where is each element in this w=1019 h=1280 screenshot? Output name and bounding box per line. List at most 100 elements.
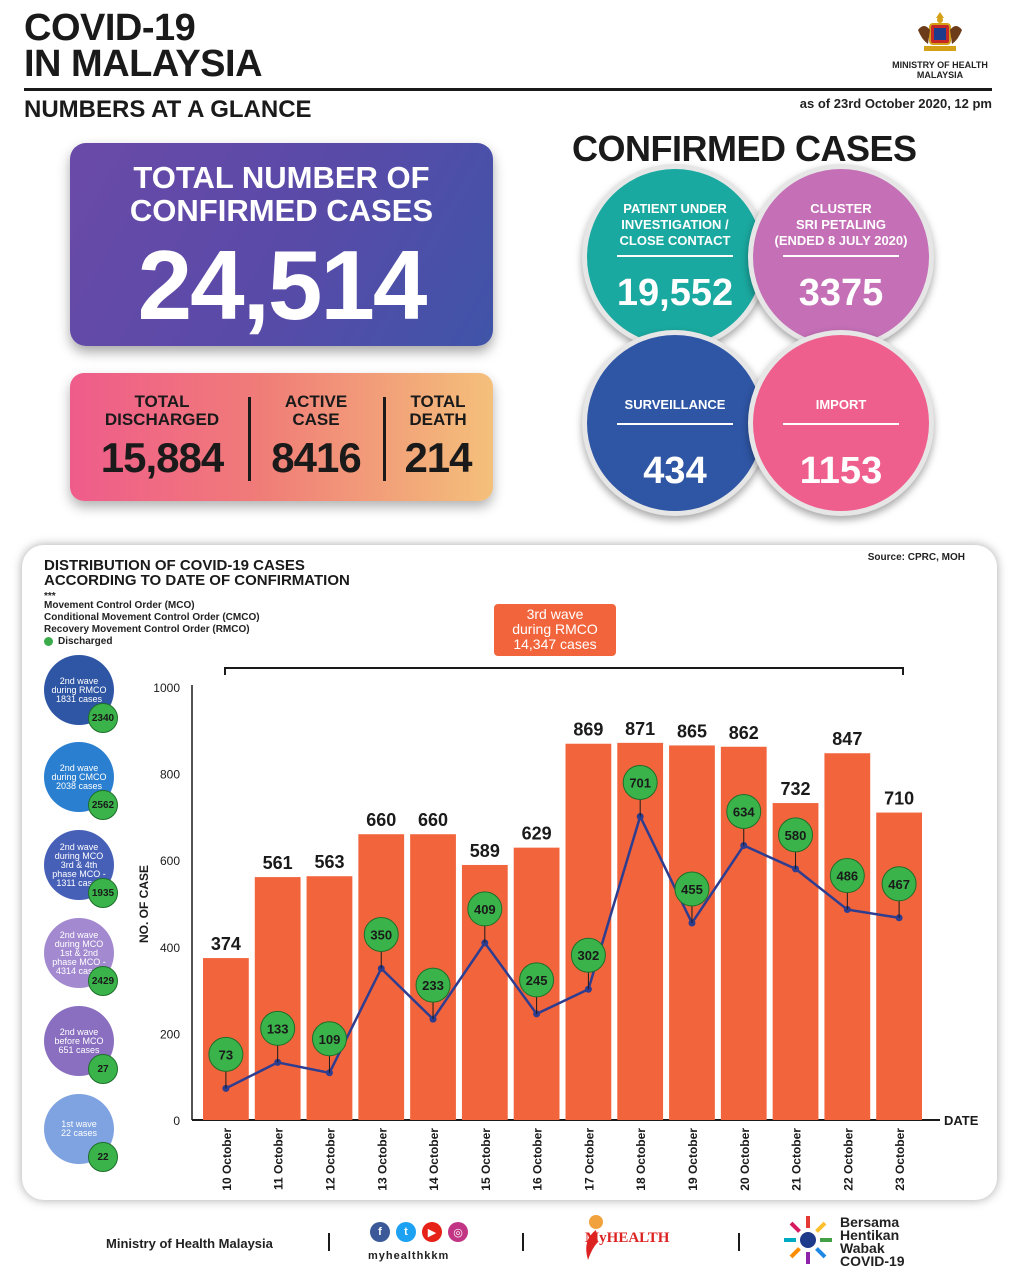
wave-label-line: 1st wave	[61, 1119, 97, 1129]
active-label-2: CASE	[292, 410, 340, 429]
social-handle[interactable]: myhealthkkm	[368, 1250, 450, 1262]
stat-divider	[248, 397, 251, 481]
bar	[254, 877, 301, 1120]
wave-label: 2nd wave during CMCO 2038 cases	[51, 762, 106, 791]
discharged-marker	[726, 793, 762, 829]
wave-label-line: 4314 cases	[55, 965, 103, 976]
discharged-marker	[363, 916, 399, 952]
cluster-label-2: SRI PETALING	[795, 217, 887, 232]
discharged-marker	[829, 858, 865, 894]
death-label-2: DEATH	[409, 410, 467, 429]
discharged-marker	[881, 866, 917, 902]
wave-label-line: phase MCO -	[52, 868, 106, 879]
wave-label-line: 3rd & 4th	[60, 859, 98, 870]
surveillance-label: SURVEILLANCE	[624, 397, 726, 412]
cluster-value: 3375	[798, 272, 884, 314]
wave-label-line: phase MCO -	[52, 956, 106, 967]
discharged-line	[225, 813, 900, 1090]
legend-discharged-label: Discharged	[58, 636, 113, 647]
page-title: COVID-19 IN MALAYSIA	[24, 7, 263, 85]
bar-value-label: 871	[625, 719, 655, 739]
legend-cmco: Conditional Movement Control Order (CMCO…	[44, 612, 260, 623]
bar	[565, 743, 612, 1120]
wave-discharged-badge: 2340	[88, 703, 118, 733]
x-tick-label: 23 October	[893, 1128, 907, 1191]
footer-divider	[522, 1233, 524, 1251]
wave-label: 2nd wave during MCO 3rd & 4th phase MCO -13…	[52, 841, 106, 888]
stat-divider	[383, 397, 386, 481]
discharged-value-label: 486	[836, 869, 858, 884]
wave-discharged-badge: 2562	[88, 790, 118, 820]
third-wave-annotation: 3rd wave during RMCO 14,347 cases	[494, 604, 616, 656]
discharged-stat: TOTAL DISCHARGED 15,884	[82, 393, 242, 481]
discharged-marker	[778, 817, 814, 853]
pui-value: 19,552	[616, 272, 734, 314]
pui-label-1: PATIENT UNDER	[623, 201, 727, 216]
wave-discharged-badge: 2429	[88, 966, 118, 996]
cluster-circle: CLUSTER SRI PETALING (ENDED 8 JULY 2020)…	[748, 164, 934, 350]
discharged-marker	[311, 1021, 347, 1057]
bar-value-label: 660	[366, 810, 396, 830]
cluster-label: CLUSTER SRI PETALING (ENDED 8 JULY 2020)	[763, 201, 919, 249]
facebook-icon[interactable]: f	[370, 1222, 390, 1242]
chart-title-line-2: ACCORDING TO DATE OF CONFIRMATION	[44, 572, 350, 589]
discharged-value-label: 109	[319, 1032, 341, 1047]
discharged-value-label: 409	[474, 902, 496, 917]
x-tick-label: 19 October	[686, 1128, 700, 1191]
wave-label-line: 2nd wave	[59, 841, 99, 852]
x-tick-label: 17 October	[582, 1128, 596, 1191]
wave-label-line: 651 cases	[58, 1044, 100, 1055]
wave-label-line: 2nd wave	[59, 762, 99, 773]
x-tick-label: 14 October	[427, 1128, 441, 1191]
cluster-divider	[783, 255, 899, 257]
youtube-icon[interactable]: ▶	[422, 1222, 442, 1242]
ministry-line-1: MINISTRY OF HEALTH	[892, 60, 988, 70]
bersama-logo-icon	[784, 1216, 832, 1264]
title-line-1: COVID-19	[24, 7, 196, 49]
cluster-label-1: CLUSTER	[810, 201, 872, 216]
active-value: 8416	[271, 434, 361, 481]
bar-value-label: 561	[263, 853, 293, 873]
wave-label-line: 1st & 2nd	[59, 947, 99, 958]
bar-value-label: 629	[522, 824, 552, 844]
wave-label-line: during MCO	[54, 850, 104, 861]
discharged-value-label: 233	[422, 978, 444, 993]
y-axis-label: NO. OF CASE	[137, 865, 151, 943]
active-stat: ACTIVE CASE 8416	[254, 393, 378, 481]
wave-label-line: 2nd wave	[59, 675, 99, 686]
myhealth-logo-icon	[586, 1215, 603, 1260]
wave-label-line: before MCO	[54, 1035, 104, 1046]
as-of-timestamp: as of 23rd October 2020, 12 pm	[799, 96, 992, 111]
bar	[669, 745, 715, 1120]
discharged-value-label: 455	[681, 882, 703, 897]
discharged-marker	[570, 937, 606, 973]
discharged-value-label: 133	[267, 1021, 289, 1036]
death-value: 214	[404, 434, 472, 481]
discharged-value-label: 245	[526, 973, 548, 988]
import-circle: IMPORT 1153	[748, 330, 934, 516]
y-tick-label: 1000	[153, 681, 180, 695]
x-tick-label: 11 October	[272, 1128, 286, 1190]
bar-value-label: 847	[832, 729, 862, 749]
wave-label-line: 2nd wave	[59, 1026, 99, 1037]
twitter-icon[interactable]: t	[396, 1222, 416, 1242]
x-tick-label: 13 October	[375, 1128, 389, 1191]
pui-label-2: INVESTIGATION /	[621, 217, 729, 232]
wave-label-line: 1311 cases	[56, 877, 102, 888]
ministry-logo-block: MINISTRY OF HEALTH MALAYSIA	[880, 10, 1000, 80]
title-line-2: IN MALAYSIA	[24, 43, 263, 85]
wave-label: 2nd wave during RMCO 1831 cases	[51, 675, 106, 704]
annotation-line-2: during RMCO	[512, 621, 598, 637]
pui-label-3: CLOSE CONTACT	[619, 233, 731, 248]
crest-icon	[918, 12, 962, 51]
legend-rmco: Recovery Movement Control Order (RMCO)	[44, 624, 250, 635]
discharged-marker	[415, 967, 451, 1003]
y-tick-label: 600	[160, 854, 180, 868]
x-tick-label: 18 October	[634, 1128, 648, 1191]
instagram-icon[interactable]: ◎	[448, 1222, 468, 1242]
discharged-label-1: TOTAL	[134, 392, 190, 411]
death-label-1: TOTAL	[410, 392, 466, 411]
myhealth-logo-text: MyHEALTH	[585, 1230, 670, 1246]
bar-value-label: 374	[211, 934, 241, 954]
